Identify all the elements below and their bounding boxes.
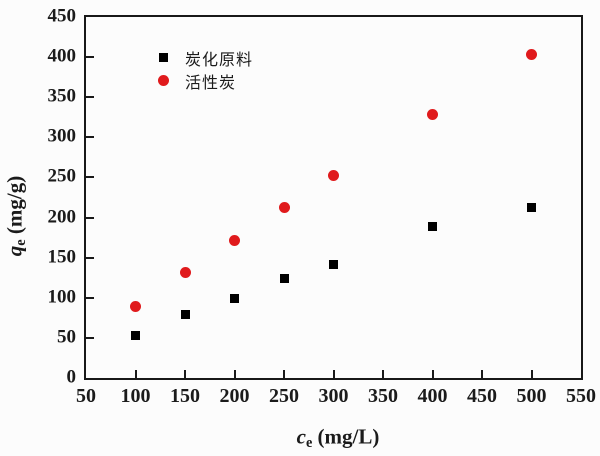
black-square-marker-icon	[158, 53, 168, 62]
y-axis-tick	[86, 256, 94, 259]
data-point-square	[428, 221, 437, 231]
data-point-circle	[229, 234, 240, 246]
x-axis-tick-label: 150	[170, 385, 200, 407]
y-axis-tick	[86, 296, 94, 299]
x-axis-tick-label: 250	[269, 385, 299, 407]
x-axis-tick-label: 300	[318, 385, 349, 407]
y-axis-tick-label: 150	[47, 246, 77, 268]
y-axis-title: qe (mg/g)	[2, 175, 30, 257]
y-axis-tick-label: 400	[47, 45, 77, 67]
x-axis-tick-label: 200	[219, 385, 250, 407]
x-axis-tick-label: 50	[76, 385, 96, 407]
data-point-circle	[179, 266, 191, 278]
y-axis-symbol: q	[2, 245, 27, 257]
data-point-square	[329, 259, 338, 269]
legend-label-series1: 炭化原料	[185, 49, 254, 69]
x-axis-unit: (mg/L)	[312, 424, 380, 449]
y-axis-subscript: e	[13, 239, 30, 246]
y-axis-tick	[86, 96, 94, 99]
x-axis-tick	[431, 370, 434, 378]
x-axis-tick-label: 550	[566, 385, 596, 407]
data-point-square	[279, 274, 289, 284]
y-axis-tick	[86, 176, 94, 179]
data-point-square	[131, 330, 140, 340]
x-axis-tick	[283, 370, 285, 378]
data-point-square	[527, 203, 536, 213]
x-axis-tick	[332, 370, 335, 378]
x-axis-tick	[481, 370, 483, 378]
x-axis-tick-label: 450	[467, 385, 497, 407]
data-point-circle	[278, 202, 290, 214]
data-point-square	[180, 310, 190, 320]
y-axis-tick-label: 250	[47, 165, 77, 187]
x-axis-subscript: e	[305, 435, 313, 452]
x-axis-tick-label: 100	[120, 385, 151, 407]
y-axis-unit: (mg/g)	[2, 175, 27, 240]
data-point-circle	[328, 170, 339, 182]
data-point-square	[230, 294, 239, 304]
y-axis-tick	[86, 56, 94, 59]
legend-item-series1: 炭化原料	[148, 46, 253, 69]
y-axis-tick	[86, 216, 94, 219]
x-axis-tick-label: 500	[516, 385, 547, 407]
x-axis-tick	[233, 370, 236, 378]
x-axis-symbol: c	[296, 424, 306, 449]
y-axis-tick	[86, 336, 94, 339]
x-axis-tick	[382, 370, 384, 378]
x-axis-tick	[134, 370, 137, 378]
y-axis-tick-label: 300	[47, 125, 77, 147]
x-axis-tick-label: 400	[417, 385, 448, 407]
y-axis-tick-label: 350	[47, 85, 77, 107]
legend-label-series2: 活性炭	[185, 72, 237, 92]
plot-area: 炭化原料 活性炭	[84, 15, 583, 380]
y-axis-tick-label: 50	[57, 326, 76, 348]
x-axis-tick	[184, 370, 186, 378]
chart-legend: 炭化原料 活性炭	[148, 46, 253, 92]
x-axis-tick	[530, 370, 533, 378]
y-axis-tick	[86, 136, 94, 139]
legend-item-series2: 活性炭	[148, 69, 253, 92]
y-axis-tick-label: 100	[47, 286, 77, 308]
x-axis-tick-label: 350	[368, 385, 398, 407]
data-point-circle	[526, 49, 537, 61]
data-point-circle	[130, 301, 141, 313]
data-point-circle	[427, 109, 438, 121]
y-axis-tick-label: 200	[47, 206, 77, 228]
y-axis-tick-label: 0	[66, 366, 77, 388]
x-axis-title: ce (mg/L)	[296, 424, 380, 452]
red-circle-marker-icon	[157, 75, 169, 86]
y-axis-tick-label: 450	[47, 5, 77, 27]
